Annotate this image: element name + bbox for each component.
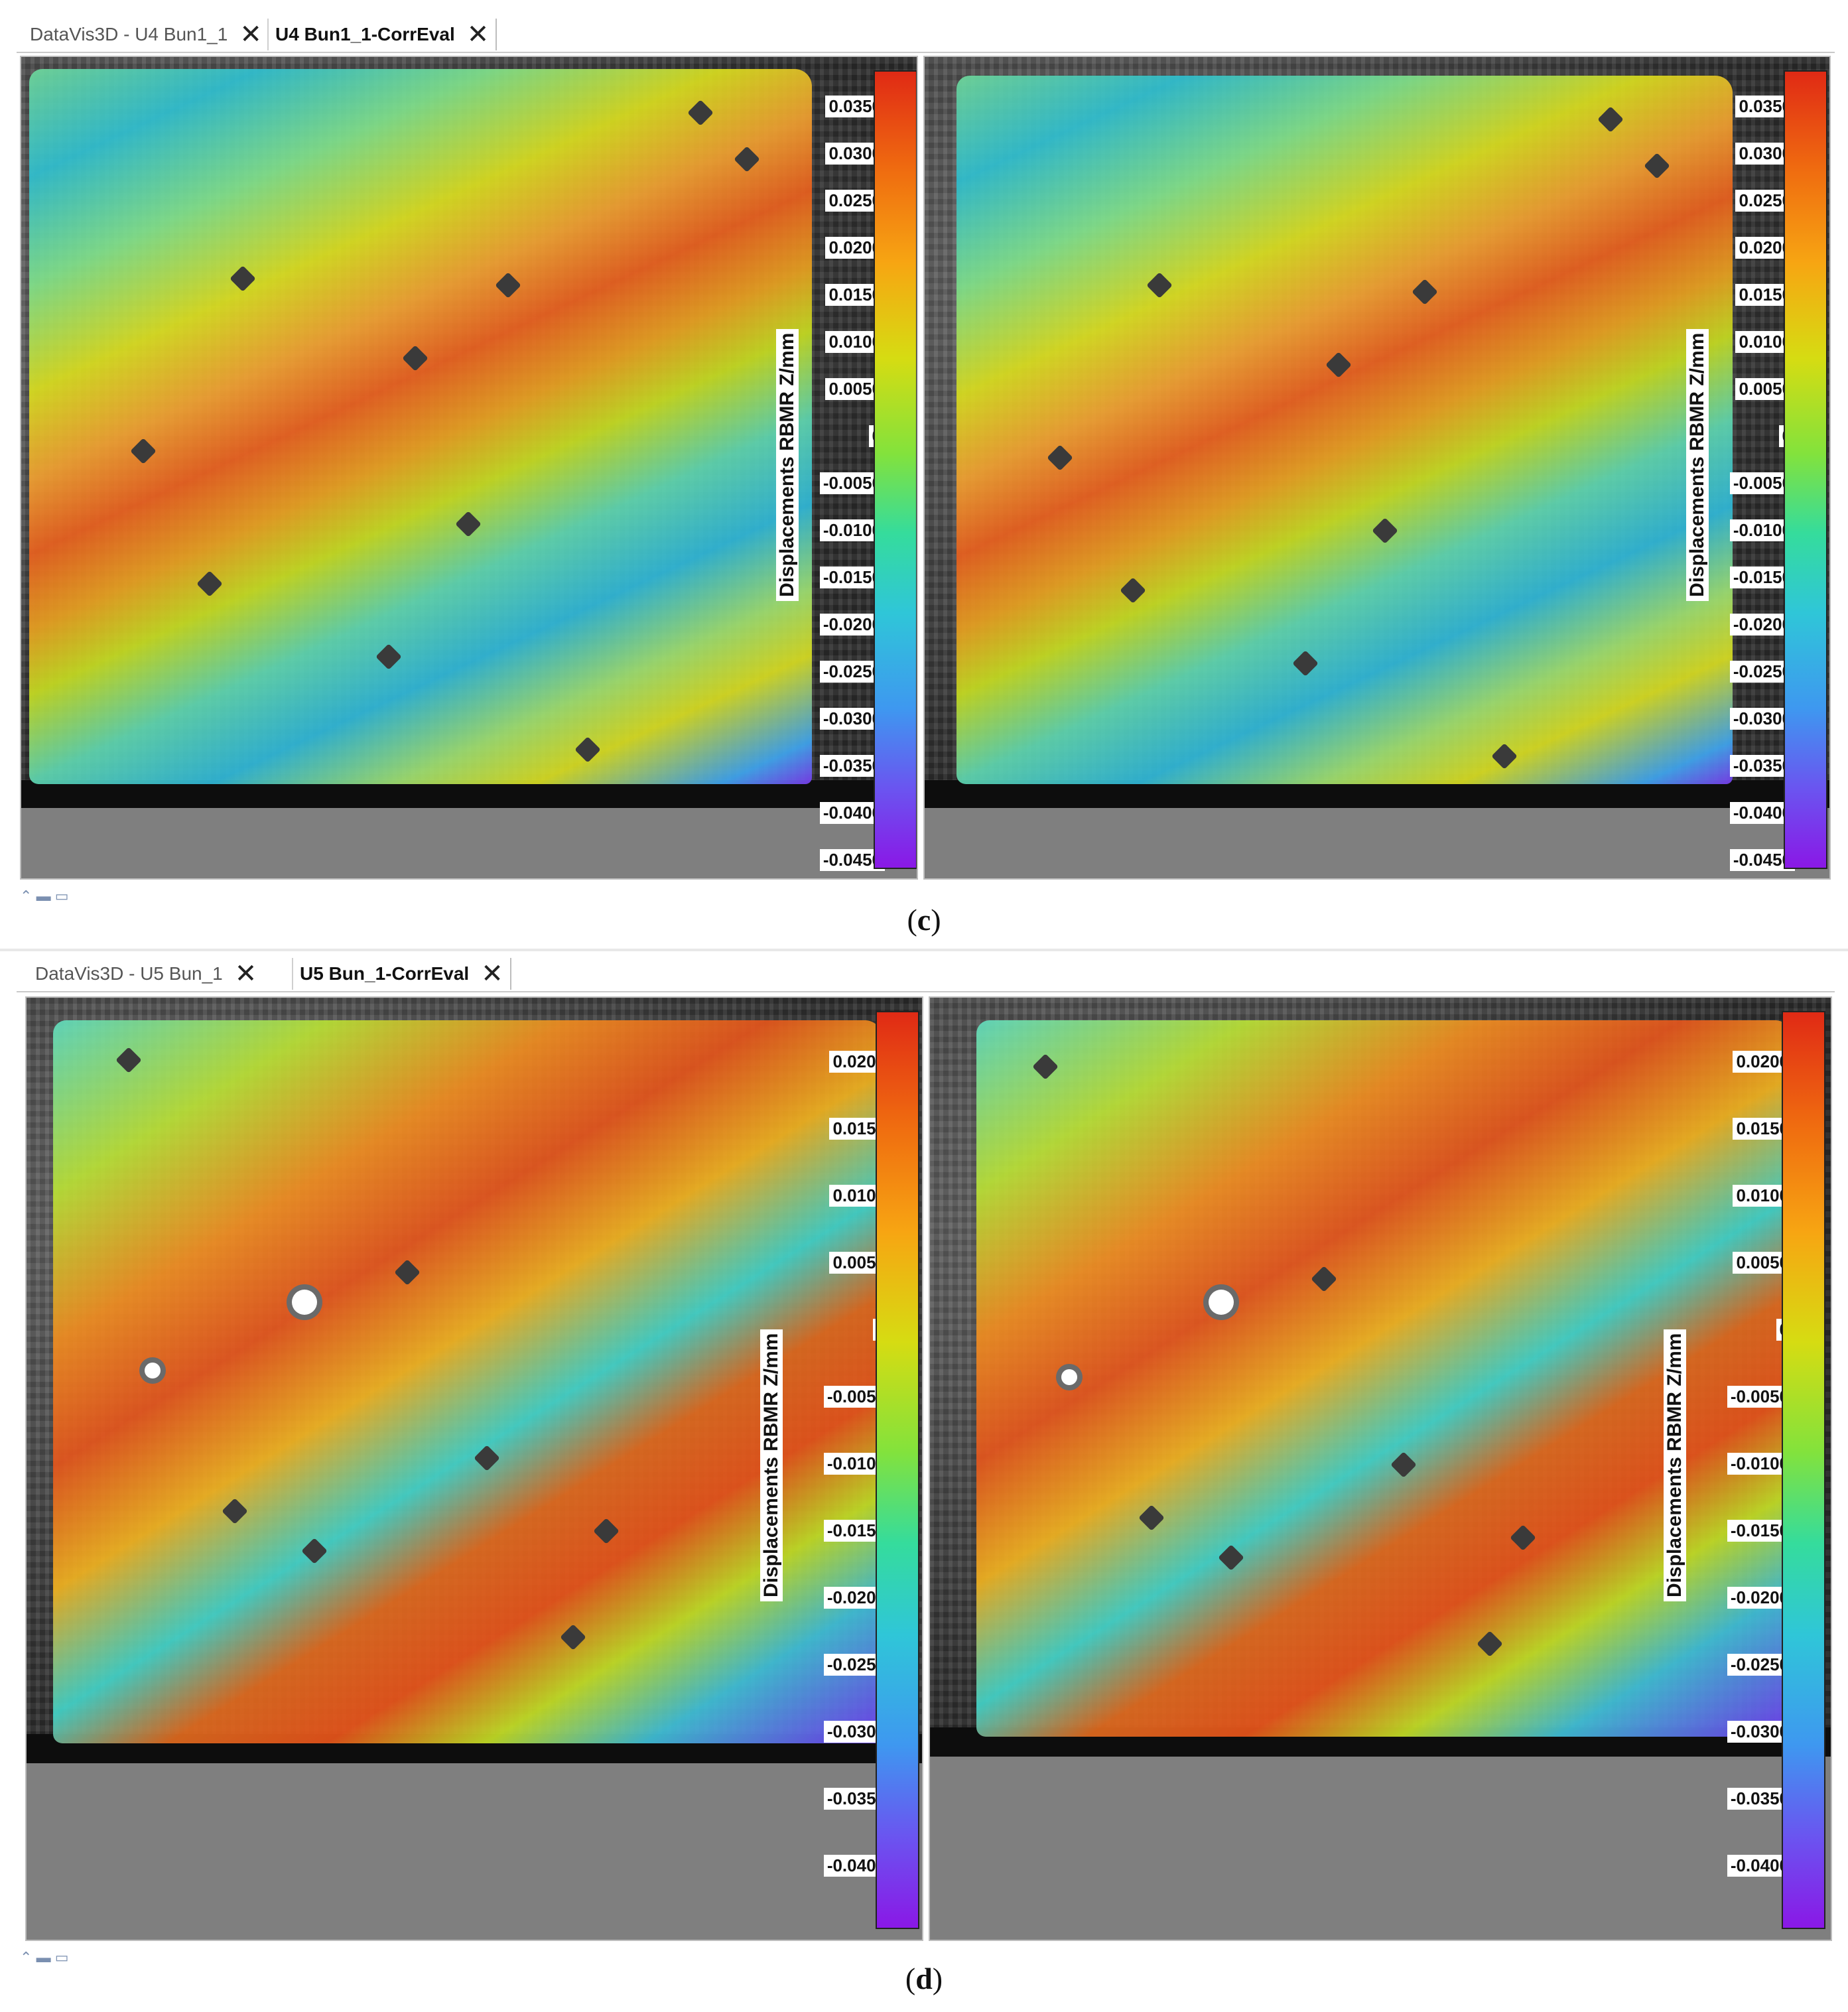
caption-c: (c)	[907, 903, 941, 937]
marker-point	[145, 1363, 161, 1378]
close-icon[interactable]: ✕	[239, 20, 262, 49]
tab-datavis3d-c[interactable]: DataVis3D - U4 Bun1_1 ✕	[30, 19, 262, 50]
marker-point	[1061, 1369, 1077, 1385]
tick-label: -0.0300	[1727, 1721, 1792, 1743]
close-icon[interactable]: ✕	[234, 959, 257, 988]
tick-label: -0.0150	[1727, 1520, 1792, 1542]
maximize-icon[interactable]: ▭	[54, 888, 69, 904]
tick-label: -0.0200	[1727, 1587, 1792, 1609]
colorbar-ticks: 0.0350 0.0300 0.0250 0.0200 0.0150 0.010…	[797, 96, 885, 878]
close-icon[interactable]: ✕	[481, 959, 503, 988]
colorbar-title: Displacements RBMR Z/mm	[1664, 1329, 1686, 1601]
tab-datavis3d-d[interactable]: DataVis3D - U5 Bun_1 ✕	[35, 958, 257, 990]
caption-d: (d)	[905, 1962, 943, 1995]
restore-icon[interactable]: ⌃	[20, 888, 33, 904]
tick-label: -0.0050	[1727, 1386, 1792, 1408]
view-left-d[interactable]: Displacements RBMR Z/mm 0.0200 0.0150 0.…	[25, 996, 923, 1941]
caption-letter: d	[915, 1962, 933, 1995]
tab-correval-c[interactable]: U4 Bun1_1-CorrEval ✕	[267, 19, 497, 50]
minimize-icon[interactable]: ▬	[36, 888, 51, 904]
specimen-base	[21, 780, 917, 808]
colorbar	[1782, 1011, 1825, 1929]
view-toolbar-c: ⌃ ▬ ▭	[20, 888, 69, 904]
tab-correval-d[interactable]: U5 Bun_1-CorrEval ✕	[292, 958, 511, 990]
figure-c: DataVis3D - U4 Bun1_1 ✕ U4 Bun1_1-CorrEv…	[0, 13, 1848, 955]
colorbar-title: Displacements RBMR Z/mm	[760, 1329, 783, 1601]
tick-label: 0.0050	[1733, 1252, 1792, 1274]
view-left-c[interactable]: Displacements RBMR Z/mm 0.0350 0.0300 0.…	[20, 56, 918, 880]
colorbar-title: Displacements RBMR Z/mm	[1686, 328, 1709, 601]
view-toolbar-d: ⌃ ▬ ▭	[20, 1949, 69, 1966]
colorbar	[876, 1011, 919, 1929]
specimen-base	[925, 780, 1829, 808]
colorbar-ticks: 0.0350 0.0300 0.0250 0.0200 0.0150 0.010…	[1707, 96, 1795, 878]
colorbar-ticks: 0.0200 0.0150 0.0100 0.0050 0 -0.0050 -0…	[789, 1051, 889, 1913]
tab-bar-d: DataVis3D - U5 Bun_1 ✕ U5 Bun_1-CorrEval…	[17, 953, 1835, 992]
colorbar-ticks: 0.0200 0.0150 0.0100 0.0050 0 -0.0050 -0…	[1693, 1051, 1792, 1913]
colorbar	[1784, 70, 1827, 869]
tick-label: -0.0400	[1727, 1855, 1792, 1877]
tick-label: -0.0100	[1727, 1453, 1792, 1475]
colorbar	[874, 70, 917, 869]
restore-icon[interactable]: ⌃	[20, 1949, 33, 1966]
displacement-field	[976, 1020, 1792, 1737]
view-right-c[interactable]: Displacements RBMR Z/mm 0.0350 0.0300 0.…	[923, 56, 1831, 880]
displacement-field	[29, 69, 812, 784]
tick-label: -0.0350	[1727, 1788, 1792, 1810]
maximize-icon[interactable]: ▭	[54, 1949, 69, 1966]
tab-label: U4 Bun1_1-CorrEval	[275, 24, 455, 44]
displacement-field	[53, 1020, 882, 1743]
displacement-field	[957, 76, 1733, 784]
minimize-icon[interactable]: ▬	[36, 1949, 51, 1966]
tab-label: U5 Bun_1-CorrEval	[300, 963, 470, 984]
caption-letter: c	[917, 903, 931, 937]
tick-label: -0.0250	[1727, 1654, 1792, 1676]
colorbar-title: Displacements RBMR Z/mm	[776, 328, 799, 601]
view-right-d[interactable]: Displacements RBMR Z/mm 0.0200 0.0150 0.…	[929, 996, 1832, 1941]
tab-label: DataVis3D - U5 Bun_1	[35, 963, 223, 984]
marker-point	[1209, 1290, 1234, 1315]
tick-label: 0.0150	[1735, 284, 1795, 306]
figure-divider	[0, 949, 1848, 951]
tab-label: DataVis3D - U4 Bun1_1	[30, 24, 228, 44]
marker-point	[292, 1290, 317, 1315]
tab-bar-c: DataVis3D - U4 Bun1_1 ✕ U4 Bun1_1-CorrEv…	[17, 13, 1835, 53]
close-icon[interactable]: ✕	[466, 20, 490, 49]
figure-d: DataVis3D - U5 Bun_1 ✕ U5 Bun_1-CorrEval…	[0, 953, 1848, 2012]
